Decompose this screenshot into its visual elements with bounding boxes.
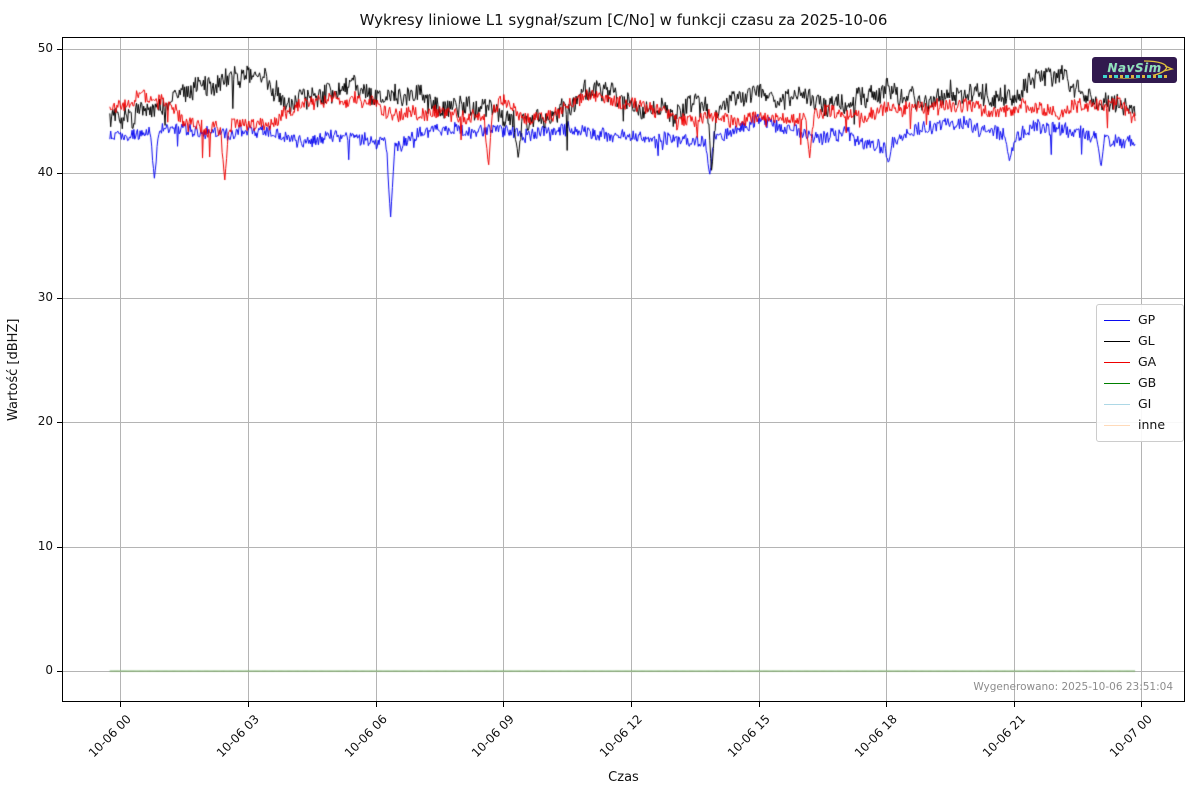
x-tick-label: 10-06 00 [86, 712, 135, 761]
legend-item-GP: GP [1104, 310, 1176, 331]
chart-plot-area: NavSim Wygenerowano: 2025-10-06 23:51:04… [62, 37, 1185, 702]
navsim-logo: NavSim [1092, 57, 1177, 83]
x-tick-label: 10-06 06 [341, 712, 390, 761]
x-tick-mark [886, 702, 888, 707]
y-tick-mark [57, 671, 62, 673]
x-tick-mark [120, 702, 122, 707]
legend-line-sample [1104, 404, 1130, 405]
x-tick-label: 10-06 12 [596, 712, 645, 761]
y-tick-label: 20 [37, 414, 53, 429]
y-tick-mark [57, 297, 62, 299]
chart-legend: GP GL GA GB GI inne [1096, 304, 1184, 442]
x-axis-label: Czas [608, 770, 639, 785]
legend-line-sample [1104, 425, 1130, 426]
chart-title: Wykresy liniowe L1 sygnał/szum [C/No] w … [359, 11, 888, 29]
x-tick-label: 10-06 09 [469, 712, 518, 761]
y-axis-label: Wartość [dBHZ] [6, 318, 21, 422]
logo-text: NavSim [1107, 61, 1162, 75]
x-tick-mark [375, 702, 377, 707]
x-tick-mark [630, 702, 632, 707]
y-tick-label: 10 [37, 538, 53, 553]
legend-line-sample [1104, 341, 1130, 342]
legend-label-GL: GL [1138, 333, 1155, 349]
legend-label-GA: GA [1138, 354, 1157, 370]
legend-line-sample [1104, 383, 1130, 384]
legend-label-inne: inne [1138, 417, 1166, 433]
x-tick-label: 10-06 18 [852, 712, 901, 761]
logo-subtitle-strip [1102, 75, 1167, 78]
x-tick-label: 10-06 03 [213, 712, 262, 761]
legend-item-GL: GL [1104, 331, 1176, 352]
legend-label-GI: GI [1138, 396, 1152, 412]
y-tick-label: 30 [37, 289, 53, 304]
legend-item-GA: GA [1104, 352, 1176, 373]
chart-canvas [63, 38, 1184, 701]
legend-item-inne: inne [1104, 415, 1176, 436]
y-tick-mark [57, 48, 62, 50]
x-tick-mark [248, 702, 250, 707]
x-tick-mark [758, 702, 760, 707]
x-tick-mark [503, 702, 505, 707]
x-tick-label: 10-06 15 [724, 712, 773, 761]
x-tick-mark [1013, 702, 1015, 707]
legend-line-sample [1104, 320, 1130, 321]
y-tick-mark [57, 546, 62, 548]
y-tick-label: 40 [37, 165, 53, 180]
x-tick-mark [1141, 702, 1143, 707]
y-tick-label: 0 [45, 663, 53, 678]
generated-timestamp: Wygenerowano: 2025-10-06 23:51:04 [973, 681, 1173, 693]
legend-label-GP: GP [1138, 312, 1156, 328]
legend-item-GI: GI [1104, 394, 1176, 415]
x-tick-label: 10-07 00 [1107, 712, 1156, 761]
y-tick-mark [57, 422, 62, 424]
legend-item-GB: GB [1104, 373, 1176, 394]
y-tick-mark [57, 173, 62, 175]
legend-line-sample [1104, 362, 1130, 363]
x-tick-label: 10-06 21 [979, 712, 1028, 761]
legend-label-GB: GB [1138, 375, 1157, 391]
y-tick-label: 50 [37, 40, 53, 55]
